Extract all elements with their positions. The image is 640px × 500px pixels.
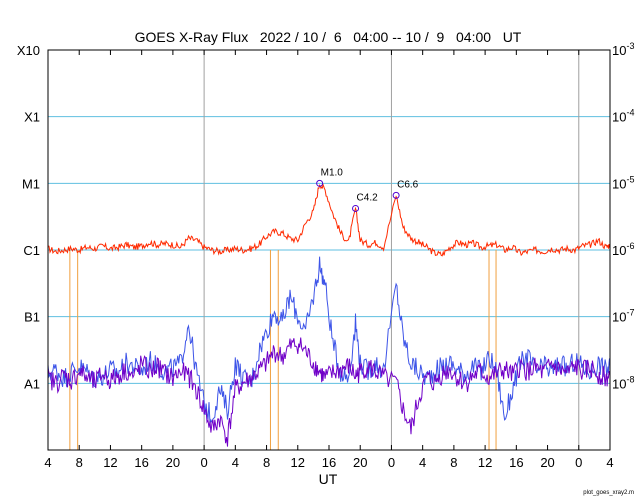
left-axis-label: M1 (22, 176, 40, 191)
left-axis-label: X10 (17, 43, 40, 58)
grid-layer (48, 50, 610, 450)
right-axis-label-exponent: -4 (626, 108, 634, 118)
x-tick-label: 12 (103, 455, 117, 470)
flare-marker-layer: M1.0 C4.2 C6.6 (316, 167, 419, 212)
series-layer (47, 182, 611, 447)
right-axis-label-base: 10 (612, 110, 626, 125)
right-axis-label: 10-8 (612, 374, 634, 391)
right-axis-label-exponent: -6 (626, 241, 634, 251)
x-tick-label: 20 (353, 455, 367, 470)
right-axis-label: 10-4 (612, 108, 634, 125)
x-tick-label: 4 (419, 455, 426, 470)
x-tick-label: 20 (166, 455, 180, 470)
right-axis-label-exponent: -3 (626, 41, 634, 51)
right-axis-label: 10-5 (612, 174, 634, 191)
right-axis-label-base: 10 (612, 176, 626, 191)
flare-label: C6.6 (397, 179, 419, 190)
flux-series-line (47, 182, 611, 257)
x-axis-label: UT (319, 471, 338, 487)
right-axis-label: 10-7 (612, 308, 634, 325)
x-tick-label: 0 (388, 455, 395, 470)
flare-marker (392, 191, 400, 199)
x-tick-label: 16 (322, 455, 336, 470)
footer-note: plot_goes_xray2.m (583, 490, 634, 496)
flux-series-line (47, 337, 611, 447)
right-axis-label-exponent: -5 (626, 174, 634, 184)
right-axis-label: 10-6 (612, 241, 634, 258)
left-axis-label: X1 (24, 110, 40, 125)
x-tick-label: 0 (200, 455, 207, 470)
x-tick-label: 0 (575, 455, 582, 470)
x-tick-label: 12 (291, 455, 305, 470)
right-axis-label-exponent: -7 (626, 308, 634, 318)
x-tick-label: 8 (76, 455, 83, 470)
right-axis-label-exponent: -8 (626, 374, 634, 384)
x-tick-label: 20 (540, 455, 554, 470)
flare-marker (352, 204, 360, 212)
left-axis-label: C1 (23, 243, 40, 258)
axis-layer: 4 8 12 16 20 0 4 8 12 16 20 0 4 8 12 16 20 0 4 A1 B1 C1 M1 X1 X1… (17, 41, 635, 470)
left-axis-label: B1 (24, 310, 40, 325)
right-axis-label-base: 10 (612, 243, 626, 258)
x-tick-label: 4 (44, 455, 51, 470)
right-axis-label: 10-3 (612, 41, 634, 58)
left-axis-label: A1 (24, 376, 40, 391)
x-tick-label: 12 (478, 455, 492, 470)
x-tick-label: 4 (232, 455, 239, 470)
flare-marker (316, 179, 324, 187)
chart-title: GOES X-Ray Flux 2022 / 10 / 6 04:00 -- 1… (135, 29, 522, 45)
x-tick-label: 4 (606, 455, 613, 470)
right-axis-label-base: 10 (612, 376, 626, 391)
x-tick-label: 8 (263, 455, 270, 470)
x-tick-label: 16 (509, 455, 523, 470)
right-axis-label-base: 10 (612, 310, 626, 325)
x-tick-label: 16 (134, 455, 148, 470)
x-tick-label: 8 (450, 455, 457, 470)
right-axis-label-base: 10 (612, 43, 626, 58)
flare-label: M1.0 (321, 167, 344, 178)
flare-label: C4.2 (357, 192, 379, 203)
flux-series-line (47, 256, 611, 424)
